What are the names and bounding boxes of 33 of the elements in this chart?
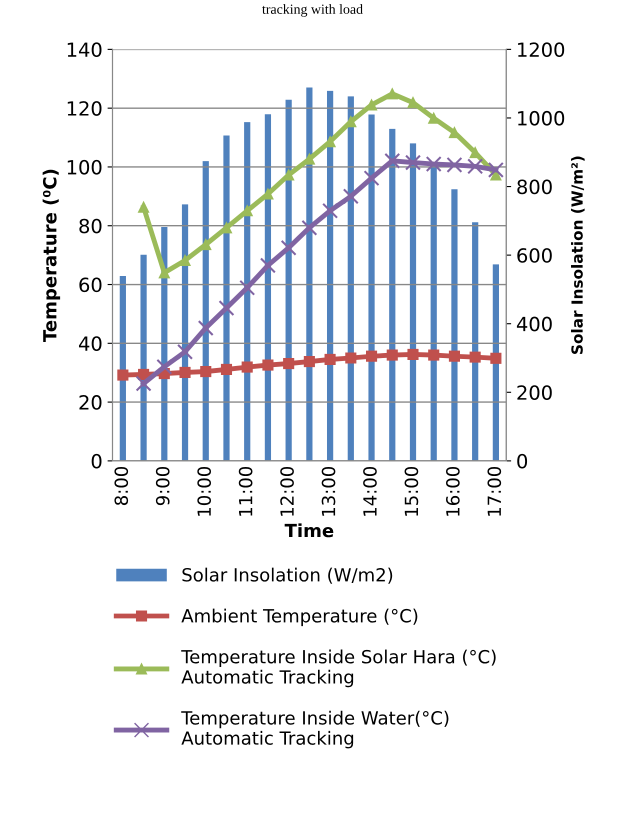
x-tick-label: 8:00 [114, 466, 128, 506]
y-tick-label: 80 [79, 218, 102, 234]
legend-label: Temperature Inside Water(°C) Automatic Tracking [181, 710, 448, 748]
legend-label: Ambient Temperature (°C) [181, 608, 418, 626]
y2-tick-label: 1000 [518, 110, 564, 126]
y2-tick-label: 1200 [518, 42, 564, 58]
y2-tick-label: 800 [517, 180, 552, 194]
x-tick-label: 10:00 [197, 466, 211, 516]
y2-tick-label: 200 [517, 385, 552, 400]
y-axis-title: Temperature (⁰C) [42, 170, 60, 342]
y-tick-label: 100 [68, 160, 102, 175]
y-tick-label: 20 [79, 395, 102, 410]
y2-tick-label: 600 [517, 248, 552, 263]
x-tick-label: 15:00 [404, 466, 418, 516]
legend-label: Temperature Inside Solar Hara (°C) Automatic Tracking [181, 650, 496, 688]
x-tick-label: 9:00 [156, 466, 170, 506]
x-tick-label: 11:00 [238, 466, 252, 516]
legend-label: Solar Insolation (W/m2) [182, 568, 392, 584]
y-tick-label: 140 [68, 42, 102, 58]
x-tick-label: 13:00 [322, 466, 336, 516]
x-tick-label: 14:00 [363, 466, 377, 516]
y-tick-label: 120 [68, 101, 102, 116]
x-tick-label: 16:00 [446, 466, 460, 516]
x-axis-title: Time [284, 523, 334, 538]
x-tick-label: 12:00 [280, 466, 294, 516]
y2-tick-label: 400 [516, 316, 552, 332]
y2-axis-title: Solar Insolation (W/m²) [571, 156, 585, 354]
y2-tick-label: 0 [517, 454, 528, 469]
y-tick-label: 40 [78, 336, 102, 351]
text: tracking with load [262, 4, 363, 17]
y-tick-label: 60 [79, 277, 102, 292]
y-tick-label: 0 [92, 454, 102, 469]
x-tick-label: 17:00 [487, 466, 502, 516]
